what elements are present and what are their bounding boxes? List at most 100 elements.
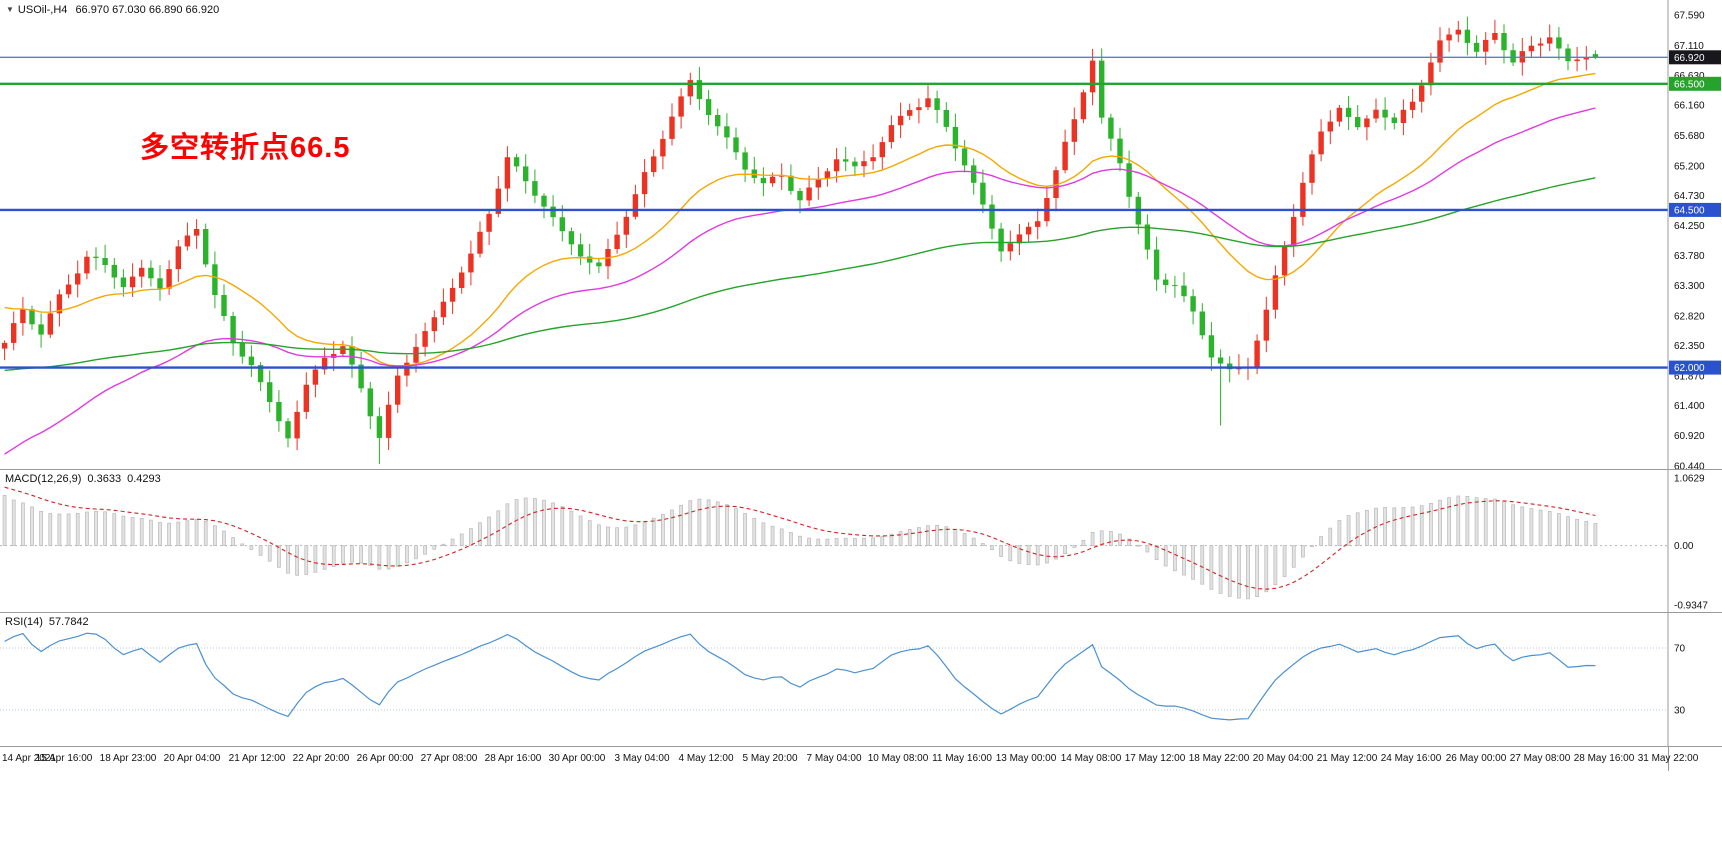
candle (212, 264, 218, 295)
candle (1556, 37, 1562, 49)
time-label: 14 May 08:00 (1060, 753, 1122, 764)
candle (1099, 60, 1105, 118)
macd-bar (395, 545, 400, 567)
macd-bar (1456, 495, 1461, 546)
price-tick: 64.250 (1674, 221, 1705, 232)
macd-bar (94, 510, 98, 546)
candle (340, 346, 346, 354)
macd-bar (789, 532, 793, 546)
price-tick: 66.160 (1674, 101, 1705, 112)
candle (413, 346, 419, 363)
macd-bar (313, 545, 318, 573)
candle (157, 278, 163, 289)
price-tick: 62.350 (1674, 341, 1705, 352)
candle (102, 258, 108, 265)
macd-bar (697, 498, 702, 546)
price-tick: 60.440 (1674, 462, 1705, 470)
candle (1382, 109, 1388, 118)
macd-bar (1026, 545, 1031, 565)
macd-bar (185, 520, 190, 546)
macd-bar (752, 517, 757, 546)
candle (1190, 296, 1196, 312)
macd-bar (1264, 545, 1269, 593)
macd-bar (1017, 545, 1022, 564)
time-label: 27 Apr 08:00 (420, 753, 478, 764)
macd-bar (1081, 540, 1086, 546)
candle (715, 115, 721, 127)
main-chart-canvas[interactable]: 67.590 67.110 66.630 66.160 65.680 65.200 64.7… (0, 0, 1722, 469)
time-label: 13 May 00:00 (995, 753, 1057, 764)
candle (1446, 34, 1452, 41)
candle (952, 126, 959, 149)
candle (1483, 39, 1489, 52)
price-badge (1669, 202, 1721, 217)
macd-bar (1355, 512, 1360, 546)
candle (422, 331, 428, 347)
candle (1007, 243, 1013, 252)
macd-bar (1191, 545, 1195, 580)
candle (257, 365, 264, 383)
time-label: 28 Apr 16:00 (484, 753, 542, 764)
macd-bar (1529, 508, 1534, 546)
macd-bar (1483, 498, 1488, 546)
candle (614, 234, 620, 249)
candle (623, 216, 629, 235)
horizontal-lines[interactable] (0, 56, 1668, 369)
macd-bar (432, 545, 437, 550)
price-scale[interactable]: 67.590 67.110 66.630 66.160 65.680 65.200 64.7… (1667, 0, 1721, 470)
candle (1080, 92, 1087, 120)
macd-bar (880, 536, 885, 546)
candle (998, 228, 1004, 252)
ma-fast-orange (4, 72, 1596, 367)
macd-bar (1438, 499, 1442, 546)
candle (523, 166, 529, 182)
candle (75, 273, 81, 285)
candle (1492, 33, 1498, 40)
macd-bar (213, 525, 217, 546)
macd-bar (560, 506, 565, 546)
macd-canvas[interactable]: 1.0629 0.00 -0.9347 (0, 470, 1722, 612)
macd-bar (1392, 507, 1397, 546)
candle (916, 107, 922, 111)
candle (1574, 59, 1580, 62)
macd-axis-label: -0.9347 (1674, 601, 1708, 612)
macd-bar (176, 521, 181, 546)
candle (806, 187, 812, 201)
macd-bar (587, 520, 592, 546)
macd-bar (1502, 501, 1506, 546)
time-axis[interactable]: 14 Apr 2021 15 Apr 16:00 18 Apr 23:00 20 Ap… (0, 747, 1722, 771)
macd-bar (1301, 545, 1305, 558)
rsi-canvas[interactable]: 70 30 (0, 613, 1722, 746)
candle (669, 116, 675, 139)
rsi-scale[interactable]: 70 30 (1667, 613, 1686, 746)
macd-scale[interactable]: 1.0629 0.00 -0.9347 (1667, 470, 1708, 612)
candle (760, 177, 767, 184)
candle (193, 229, 200, 236)
candle (184, 235, 191, 247)
time-label: 18 May 22:00 (1188, 753, 1250, 764)
price-tick: 65.680 (1674, 131, 1705, 142)
candle (459, 272, 465, 288)
rsi-indicator-panel[interactable]: 70 30 RSI(14) 57.7842 (0, 613, 1722, 747)
candle (47, 313, 53, 335)
candle (797, 191, 803, 201)
symbol-dropdown-icon[interactable]: ▼ (6, 5, 14, 14)
main-chart-panel[interactable]: 67.590 67.110 66.630 66.160 65.680 65.200 64.7… (0, 0, 1722, 470)
macd-bar (642, 521, 647, 546)
candle (1126, 163, 1132, 197)
price-tick: 61.400 (1674, 401, 1705, 412)
macd-bar (962, 533, 967, 546)
candle (980, 182, 986, 205)
annotation-text[interactable]: 多空转折点66.5 (140, 132, 351, 164)
candle (367, 388, 373, 417)
macd-bar (103, 511, 107, 546)
price-badge (1669, 50, 1721, 65)
time-label: 4 May 12:00 (678, 753, 734, 764)
macd-indicator-panel[interactable]: 1.0629 0.00 -0.9347 MACD(12,26,9) 0.3633 0.4… (0, 470, 1722, 613)
macd-bar (11, 499, 16, 546)
candle (641, 172, 648, 195)
macd-signal-line (4, 486, 1596, 590)
macd-bar (816, 538, 821, 546)
macd-bar (779, 528, 784, 546)
